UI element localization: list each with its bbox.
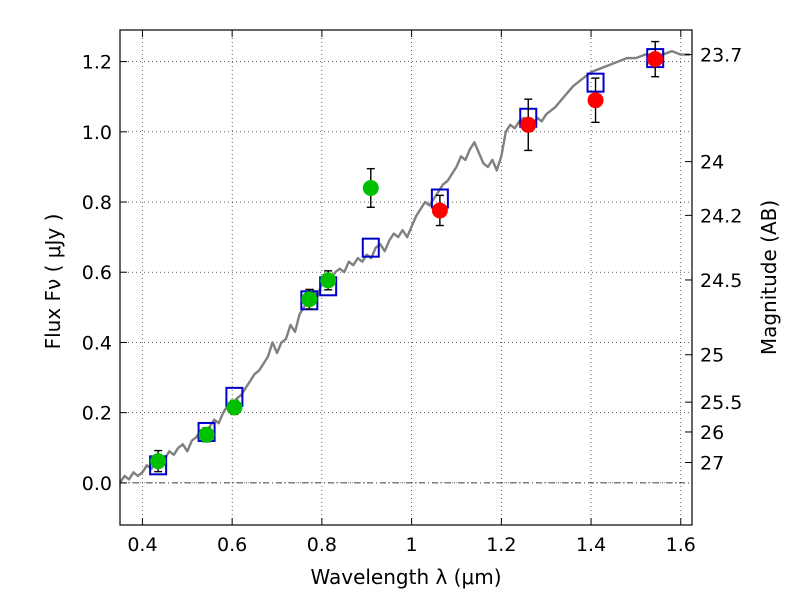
data-point xyxy=(520,116,537,133)
x-tick-label: 1.2 xyxy=(486,534,516,556)
data-point xyxy=(647,51,664,68)
y-tick-label: 0.8 xyxy=(82,192,112,214)
y-tick-label: 0.0 xyxy=(82,473,112,495)
y-tick-label: 0.4 xyxy=(82,332,112,354)
model-photometry-point xyxy=(361,237,380,258)
right-axis-tick-label: 26 xyxy=(700,422,724,444)
data-point xyxy=(320,272,337,289)
data-point xyxy=(150,453,167,470)
x-tick-label: 1.6 xyxy=(666,534,696,556)
plot-frame xyxy=(119,29,693,526)
x-tick-label: 0.6 xyxy=(217,534,247,556)
x-tick-label: 1.4 xyxy=(576,534,606,556)
axes: 0.4 0.6 0.8 1 1.2 1.4 1.6 0.0 0.2 0.4 0.6 0.8 1.0 1.2… xyxy=(82,30,742,556)
data-point xyxy=(587,92,604,109)
data-point xyxy=(362,179,379,196)
y-tick-label: 0.6 xyxy=(82,262,112,284)
right-axis-tick-label: 25 xyxy=(700,345,724,367)
plot-area xyxy=(118,40,690,484)
y-tick-label: 0.2 xyxy=(82,403,112,425)
right-axis-tick-label: 24.5 xyxy=(700,270,742,292)
grid xyxy=(120,30,692,525)
data-point xyxy=(301,291,318,308)
x-axis-title: Wavelength λ (μm) xyxy=(310,565,501,589)
x-tick-label: 0.8 xyxy=(307,534,337,556)
right-axis-tick-label: 24 xyxy=(700,152,724,174)
y-tick-label: 1.2 xyxy=(82,52,112,74)
data-point xyxy=(431,202,448,219)
x-tick-label: 0.4 xyxy=(127,534,157,556)
right-axis-tick-label: 25.5 xyxy=(700,392,742,414)
right-axis-tick-label: 24.2 xyxy=(700,205,742,227)
right-axis-tick-label: 23.7 xyxy=(700,45,742,67)
y-axis-title: Flux Fν ( μJy ) xyxy=(41,214,65,350)
data-point xyxy=(226,399,243,416)
data-point xyxy=(198,426,215,443)
right-axis-title: Magnitude (AB) xyxy=(757,200,781,355)
x-tick-label: 1 xyxy=(406,534,418,556)
y-tick-label: 1.0 xyxy=(82,122,112,144)
right-axis-tick-label: 27 xyxy=(700,453,724,475)
